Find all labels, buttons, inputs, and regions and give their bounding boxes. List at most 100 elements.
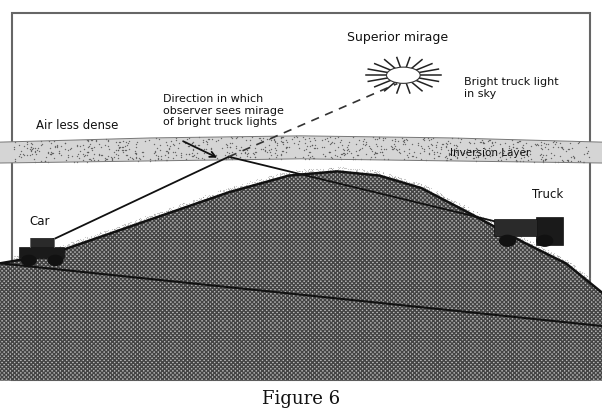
Point xyxy=(378,152,388,158)
Point xyxy=(330,166,340,173)
Point xyxy=(495,154,505,161)
Point xyxy=(265,145,275,152)
Point xyxy=(123,220,133,227)
Point xyxy=(289,133,299,140)
Point xyxy=(72,153,82,160)
Point xyxy=(188,147,197,153)
Point xyxy=(162,157,172,163)
Point xyxy=(504,229,514,236)
Point xyxy=(277,139,287,145)
Point xyxy=(262,178,272,184)
Point xyxy=(265,176,275,183)
Point xyxy=(336,136,346,143)
Point xyxy=(225,144,235,150)
Point xyxy=(231,145,241,151)
Point xyxy=(113,226,122,233)
Point xyxy=(463,207,473,214)
Point xyxy=(281,171,291,177)
Point xyxy=(96,144,106,151)
Text: Figure 6: Figure 6 xyxy=(262,390,340,408)
Point xyxy=(145,213,155,220)
Point xyxy=(354,166,364,173)
Point xyxy=(444,150,454,157)
Point xyxy=(291,169,300,176)
Point xyxy=(351,167,361,174)
Point xyxy=(374,170,383,176)
Point xyxy=(265,148,275,155)
Point xyxy=(566,263,576,270)
Point xyxy=(86,137,96,143)
Circle shape xyxy=(48,255,63,265)
Point xyxy=(431,142,441,149)
Point xyxy=(65,242,75,249)
Point xyxy=(190,151,199,158)
Point xyxy=(352,169,361,176)
Point xyxy=(116,144,125,150)
Point xyxy=(159,211,169,217)
Point xyxy=(480,145,489,152)
Point xyxy=(227,188,237,194)
Point xyxy=(527,143,536,149)
Point xyxy=(45,246,55,252)
Point xyxy=(450,142,459,148)
Point xyxy=(516,236,526,243)
Point xyxy=(346,166,355,173)
Point xyxy=(396,149,405,156)
Point xyxy=(100,142,110,148)
Point xyxy=(105,229,115,236)
Point xyxy=(174,202,184,209)
Text: Direction in which
observer sees mirage
of bright truck lights: Direction in which observer sees mirage … xyxy=(163,94,284,127)
Point xyxy=(149,210,159,217)
Point xyxy=(495,223,505,229)
Point xyxy=(60,140,70,146)
Point xyxy=(430,190,439,197)
Point xyxy=(224,187,234,194)
Point xyxy=(187,139,196,146)
Point xyxy=(111,227,120,234)
Point xyxy=(206,145,216,151)
Point xyxy=(134,217,144,224)
Point xyxy=(388,137,397,143)
Point xyxy=(193,141,203,148)
Point xyxy=(27,146,37,153)
Point xyxy=(38,250,48,257)
Point xyxy=(100,227,110,234)
Point xyxy=(301,145,311,152)
Point xyxy=(528,243,538,250)
Point xyxy=(384,173,394,179)
Point xyxy=(435,193,444,200)
Point xyxy=(138,149,148,155)
Point xyxy=(278,148,287,155)
Point xyxy=(130,148,140,155)
Point xyxy=(580,274,590,280)
Point xyxy=(293,133,302,140)
Point xyxy=(230,186,240,192)
Point xyxy=(483,218,492,225)
Point xyxy=(256,137,265,143)
Point xyxy=(229,187,239,194)
Point xyxy=(298,134,308,140)
Point xyxy=(68,241,78,247)
Point xyxy=(314,167,324,174)
Point xyxy=(114,227,123,233)
Point xyxy=(92,137,101,144)
Point xyxy=(333,143,343,150)
Point xyxy=(347,166,356,172)
Point xyxy=(414,183,423,189)
Point xyxy=(169,155,178,162)
Point xyxy=(424,185,434,192)
Point xyxy=(119,138,128,144)
Point xyxy=(203,192,213,199)
Point xyxy=(126,218,135,225)
Point xyxy=(458,204,468,211)
Point xyxy=(393,175,402,182)
Point xyxy=(414,183,424,190)
Point xyxy=(552,253,562,260)
Point xyxy=(103,143,113,150)
Point xyxy=(300,166,310,173)
Point xyxy=(137,148,147,155)
Point xyxy=(188,140,197,146)
Point xyxy=(464,207,473,214)
Point xyxy=(312,165,322,172)
Point xyxy=(146,212,156,219)
